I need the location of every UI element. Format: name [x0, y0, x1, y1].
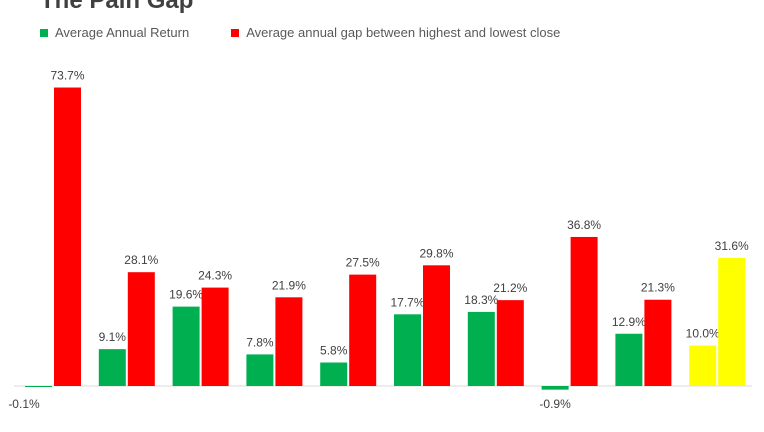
legend-label-gap: Average annual gap between highest and l…: [246, 25, 561, 40]
bar-return-3: [172, 306, 200, 386]
bar-gap-10: [718, 258, 746, 386]
data-label-return-1: -0.1%: [8, 397, 40, 411]
data-label-return-3: 19.6%: [169, 288, 203, 302]
data-label-gap-8: 36.8%: [567, 218, 601, 232]
data-label-gap-9: 21.3%: [641, 281, 675, 295]
data-label-gap-3: 24.3%: [198, 269, 232, 283]
legend-item-return: Average Annual Return: [40, 25, 189, 40]
data-label-gap-1: 73.7%: [50, 69, 84, 83]
bar-gap-6: [423, 265, 450, 386]
bar-return-9: [615, 333, 643, 386]
data-label-return-9: 12.9%: [612, 315, 646, 329]
bar-gap-8: [570, 236, 598, 386]
data-label-gap-4: 21.9%: [272, 278, 306, 292]
data-label-gap-5: 27.5%: [346, 256, 380, 270]
chart-title: The Pain Gap: [40, 0, 194, 14]
data-label-return-10: 10.0%: [686, 327, 720, 341]
data-label-return-2: 9.1%: [99, 330, 127, 344]
legend-swatch-red: [231, 28, 240, 37]
data-label-return-5: 5.8%: [320, 344, 348, 358]
legend-swatch-green: [40, 28, 48, 37]
data-label-return-7: 18.3%: [464, 293, 498, 307]
bar-gap-7: [496, 300, 524, 386]
data-label-return-6: 17.7%: [390, 295, 424, 309]
bar-gap-5: [349, 274, 377, 386]
bar-gap-9: [644, 299, 672, 386]
bar-return-2: [98, 349, 126, 386]
bar-gap-2: [127, 272, 155, 386]
bar-return-8: [541, 386, 569, 390]
data-label-return-4: 7.8%: [246, 335, 274, 349]
data-label-gap-2: 28.1%: [124, 253, 158, 267]
data-label-gap-6: 29.8%: [419, 246, 453, 260]
data-label-gap-10: 31.6%: [715, 239, 749, 253]
bar-return-1: [25, 386, 52, 387]
legend-item-gap: Average annual gap between highest and l…: [231, 25, 560, 40]
bar-return-7: [467, 311, 495, 386]
bar-gap-3: [201, 287, 229, 386]
legend: Average Annual Return Average annual gap…: [40, 25, 560, 40]
bar-gap-1: [54, 87, 81, 386]
data-label-gap-7: 21.2%: [493, 281, 527, 295]
bar-return-6: [394, 314, 421, 386]
data-label-return-8: -0.9%: [539, 397, 571, 411]
legend-label-return: Average Annual Return: [55, 25, 190, 40]
bar-return-5: [320, 362, 348, 386]
bar-return-10: [689, 345, 717, 386]
bar-return-4: [246, 354, 274, 386]
bar-gap-4: [275, 297, 303, 386]
